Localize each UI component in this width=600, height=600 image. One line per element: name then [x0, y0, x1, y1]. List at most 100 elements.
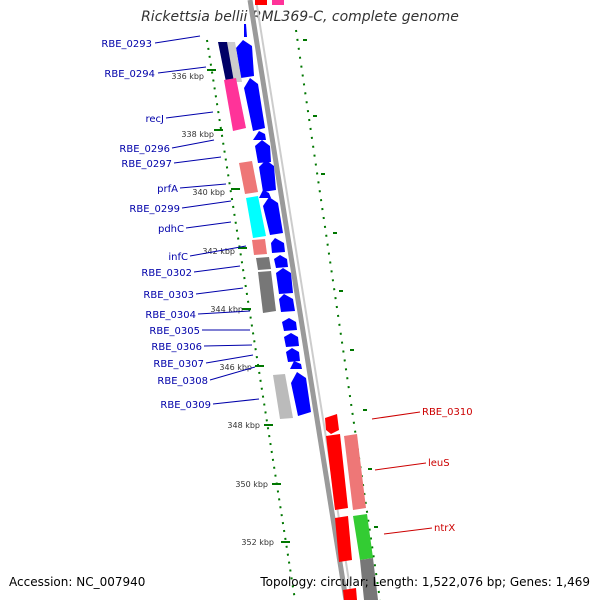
cog-box	[353, 514, 373, 560]
cog-box	[246, 196, 266, 238]
gene-arrow	[286, 348, 300, 362]
cog-box	[218, 42, 236, 82]
gene-label[interactable]: infC	[168, 252, 188, 263]
label-line	[205, 354, 254, 364]
gene-label[interactable]: RBE_0299	[129, 204, 180, 215]
ruler-dotted-line	[295, 29, 381, 600]
gene-label[interactable]: RBE_0305	[149, 326, 200, 337]
gene-arrow	[244, 78, 265, 131]
gene-label[interactable]: leuS	[428, 458, 450, 469]
ruler-label: 344 kbp	[210, 305, 243, 314]
ruler-ring-inner	[206, 39, 296, 600]
ruler-label: 352 kbp	[241, 538, 274, 547]
gene-clipped-top-2	[272, 0, 284, 5]
ruler-label: 346 kbp	[219, 363, 252, 372]
ruler-label: 336 kbp	[171, 72, 204, 81]
gene-label[interactable]: RBE_0293	[101, 39, 152, 50]
ruler-dotted-line	[206, 39, 296, 600]
ruler-ring-outer	[295, 29, 381, 600]
gene-label[interactable]: ntrX	[434, 523, 455, 534]
gene-arrow	[279, 294, 295, 312]
label-line	[179, 183, 227, 189]
gene-arrow	[284, 333, 299, 347]
forward-cog-boxes	[344, 434, 378, 600]
cog-box	[360, 558, 378, 600]
label-line	[203, 344, 253, 347]
label-line	[374, 462, 427, 471]
cog-box	[344, 434, 366, 510]
cog-box	[258, 271, 276, 313]
map-title: Rickettsia bellii RML369-C, complete gen…	[141, 9, 459, 25]
backbone-outer	[247, 0, 349, 600]
forward-labels: RBE_0310 leuS ntrX	[422, 407, 473, 534]
gene-arrow	[259, 190, 271, 198]
label-line	[189, 245, 247, 257]
gene-label[interactable]: recJ	[146, 114, 165, 125]
cog-box	[224, 78, 246, 131]
gene-arrow	[236, 40, 254, 78]
label-line	[212, 398, 260, 405]
gene-label[interactable]: RBE_0310	[422, 407, 473, 418]
gene-label[interactable]: RBE_0297	[121, 159, 172, 170]
ruler-label: 338 kbp	[181, 130, 214, 139]
gene-arrow	[290, 361, 302, 369]
label-line	[157, 66, 207, 74]
label-line	[173, 156, 222, 164]
ruler-label: 340 kbp	[192, 188, 225, 197]
gene-label[interactable]: prfA	[157, 184, 178, 195]
forward-strand-genes	[325, 414, 357, 600]
ruler-label: 342 kbp	[202, 247, 235, 256]
gene-arrow	[271, 238, 285, 253]
gene-arrow	[253, 131, 266, 140]
gene-label[interactable]: RBE_0307	[153, 359, 204, 370]
gene-arrow	[259, 160, 276, 192]
gene-label[interactable]: RBE_0304	[145, 310, 196, 321]
gene-arrow	[326, 434, 348, 510]
cog-box	[227, 42, 242, 82]
gene-arrow	[263, 197, 283, 235]
cog-box	[232, 22, 244, 38]
gene-arrow	[343, 588, 357, 600]
ruler-labels: 336 kbp 338 kbp 340 kbp 342 kbp 344 kbp …	[171, 72, 274, 547]
label-line	[171, 139, 215, 149]
gene-label[interactable]: RBE_0308	[157, 376, 208, 387]
gene-label[interactable]: RBE_0306	[151, 342, 202, 353]
gene-arrow	[335, 516, 352, 562]
label-line	[383, 527, 433, 535]
label-line	[197, 310, 251, 315]
label-line	[165, 111, 214, 119]
gene-arrow	[274, 255, 288, 268]
label-line	[185, 221, 232, 229]
gene-label[interactable]: RBE_0303	[143, 290, 194, 301]
gene-arrow	[325, 414, 339, 434]
ruler-ticks	[207, 39, 378, 543]
gene-arrow	[291, 372, 311, 416]
label-line	[195, 287, 244, 295]
gene-arrow	[276, 268, 293, 294]
reverse-labels: RBE_0293 RBE_0294 recJ RBE_0296 RBE_0297…	[101, 39, 211, 411]
gene-arrow	[282, 318, 297, 331]
ruler-label: 350 kbp	[235, 480, 268, 489]
genome-summary-text: Topology: circular; Length: 1,522,076 bp…	[260, 575, 590, 589]
label-line	[154, 35, 201, 44]
label-line	[193, 265, 241, 273]
gene-arrow	[255, 140, 271, 163]
label-line	[371, 411, 421, 420]
gene-clipped-top-1	[255, 0, 267, 5]
label-line	[181, 200, 232, 209]
cog-box	[256, 257, 271, 270]
cog-box	[252, 239, 267, 255]
gene-label[interactable]: RBE_0309	[160, 400, 211, 411]
ruler-label: 348 kbp	[227, 421, 260, 430]
reverse-cog-boxes	[218, 22, 293, 419]
gene-label[interactable]: RBE_0302	[141, 268, 192, 279]
gene-label[interactable]: RBE_0296	[119, 144, 170, 155]
reverse-label-lines	[154, 35, 260, 405]
label-line	[209, 366, 256, 381]
accession-text: Accession: NC_007940	[9, 575, 146, 589]
gene-label[interactable]: pdhC	[158, 224, 184, 235]
cog-box	[273, 374, 293, 419]
gene-label[interactable]: RBE_0294	[104, 69, 155, 80]
cog-box	[239, 161, 258, 194]
